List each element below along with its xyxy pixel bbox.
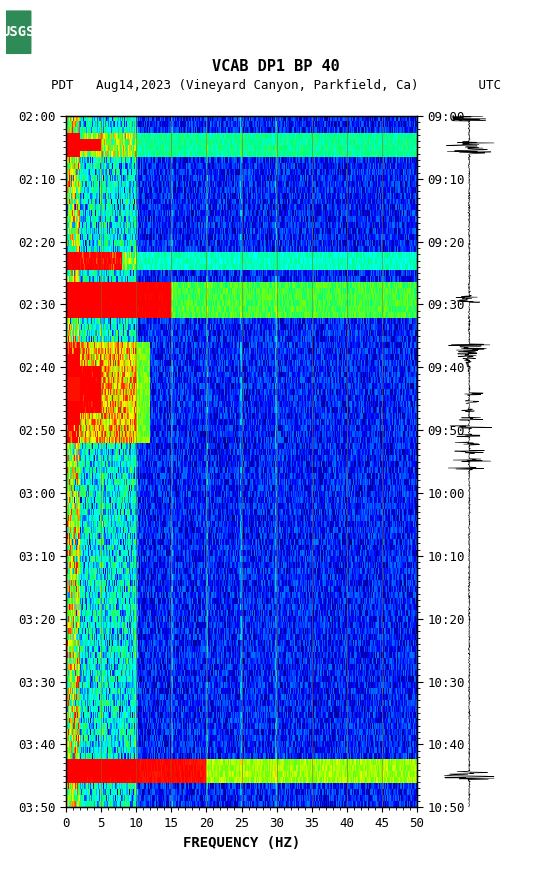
FancyBboxPatch shape	[4, 11, 31, 54]
Text: USGS: USGS	[1, 26, 34, 39]
Text: PDT   Aug14,2023 (Vineyard Canyon, Parkfield, Ca)        UTC: PDT Aug14,2023 (Vineyard Canyon, Parkfie…	[51, 79, 501, 92]
Text: VCAB DP1 BP 40: VCAB DP1 BP 40	[212, 60, 340, 74]
X-axis label: FREQUENCY (HZ): FREQUENCY (HZ)	[183, 836, 300, 849]
